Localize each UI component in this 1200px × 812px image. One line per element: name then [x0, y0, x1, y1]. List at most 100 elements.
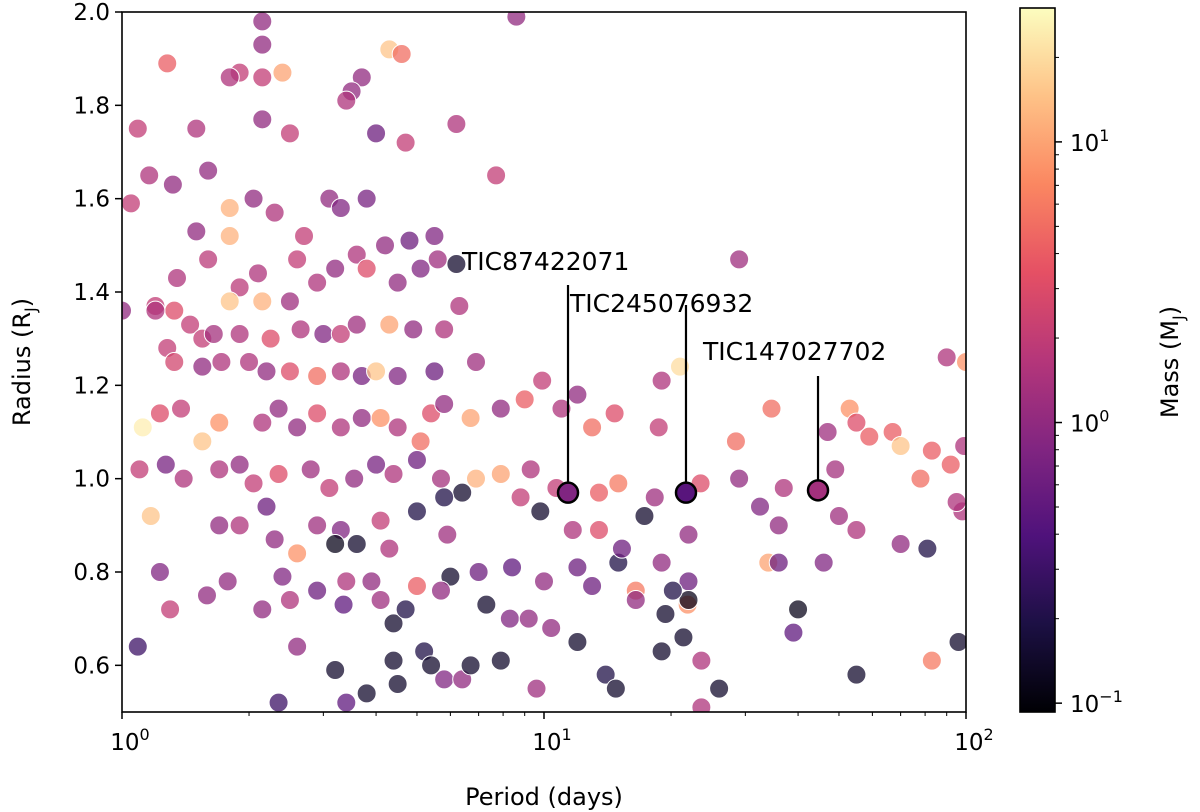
data-point [846, 412, 867, 433]
data-point [129, 459, 150, 480]
data-point [430, 468, 451, 489]
highlighted-point [806, 479, 830, 502]
data-point [465, 468, 486, 489]
data-point [139, 165, 160, 186]
data-point [406, 450, 427, 470]
data-point [773, 478, 794, 498]
data-point [145, 300, 166, 321]
data-point [940, 454, 961, 475]
data-point [567, 557, 588, 578]
data-point [252, 109, 273, 130]
data-point [157, 53, 178, 74]
data-point [132, 417, 153, 438]
data-point [351, 408, 372, 428]
data-point [287, 249, 308, 270]
data-point [307, 366, 328, 386]
data-point [391, 44, 412, 64]
data-point [468, 562, 489, 582]
colorbar-tick-label: 101 [1070, 126, 1109, 157]
data-point [605, 678, 626, 699]
annotations: TIC87422071 TIC245076932 TIC147027702 [461, 247, 886, 504]
data-point [440, 566, 461, 587]
data-point [383, 613, 404, 634]
data-point [956, 352, 966, 372]
data-point [828, 506, 849, 526]
data-point [366, 361, 387, 382]
data-point [917, 538, 938, 559]
data-point [164, 300, 185, 321]
data-point [510, 487, 531, 508]
data-point [370, 510, 391, 531]
data-point [252, 67, 273, 88]
x-axis: 100 101 102 [110, 712, 994, 756]
data-point [252, 34, 273, 55]
data-point [198, 249, 219, 270]
data-point [366, 123, 387, 144]
data-point [379, 538, 400, 559]
data-point [651, 370, 672, 391]
data-point [196, 585, 217, 606]
data-point [219, 67, 240, 88]
data-point [300, 459, 321, 480]
data-point [229, 324, 250, 344]
data-point [589, 482, 610, 503]
data-point [768, 552, 789, 573]
data-point [424, 361, 445, 382]
y-tick-label: 1.2 [73, 373, 110, 399]
data-point [403, 319, 424, 340]
data-point [608, 473, 629, 494]
data-point [567, 632, 588, 652]
data-point [211, 352, 232, 372]
data-point [387, 272, 408, 293]
data-point [346, 314, 367, 335]
data-point [506, 12, 527, 27]
colorbar-axis: 10−1 100 101 [1055, 56, 1123, 718]
data-point [252, 412, 273, 433]
data-point [325, 660, 346, 680]
data-point [307, 403, 328, 424]
data-point [399, 230, 420, 251]
data-point [750, 496, 771, 517]
data-point [287, 417, 308, 438]
data-point [825, 459, 846, 480]
data-point [186, 221, 207, 242]
data-point [387, 674, 408, 694]
y-axis-label: Radius (RJ) [8, 298, 40, 426]
data-point [192, 356, 213, 377]
data-point [294, 226, 315, 246]
y-tick-label: 0.6 [73, 653, 110, 679]
data-point [673, 627, 694, 648]
data-point [140, 506, 161, 526]
data-point [460, 408, 481, 428]
data-point [330, 361, 351, 382]
data-point [336, 90, 357, 111]
data-point [634, 506, 655, 526]
data-point [434, 487, 455, 508]
annotation-label: TIC245076932 [569, 289, 753, 318]
data-point [948, 632, 966, 652]
data-point [562, 520, 583, 540]
data-point [465, 352, 486, 372]
data-point [946, 492, 966, 512]
data-point [319, 478, 340, 498]
data-point [356, 683, 377, 704]
data-point [268, 464, 289, 484]
data-point [768, 515, 789, 536]
data-point [921, 440, 942, 461]
data-point [256, 361, 277, 382]
y-tick-label: 1.0 [73, 467, 110, 493]
data-point [279, 590, 300, 610]
data-point [229, 515, 250, 536]
data-point [678, 524, 699, 545]
data-point [859, 426, 880, 447]
data-point [729, 468, 750, 489]
data-point [219, 291, 240, 312]
data-point [279, 291, 300, 312]
data-point [534, 571, 554, 592]
data-point [370, 408, 391, 428]
data-point [890, 436, 911, 456]
x-tick-label: 100 [110, 725, 149, 756]
data-point [209, 459, 230, 480]
data-point [395, 599, 416, 620]
